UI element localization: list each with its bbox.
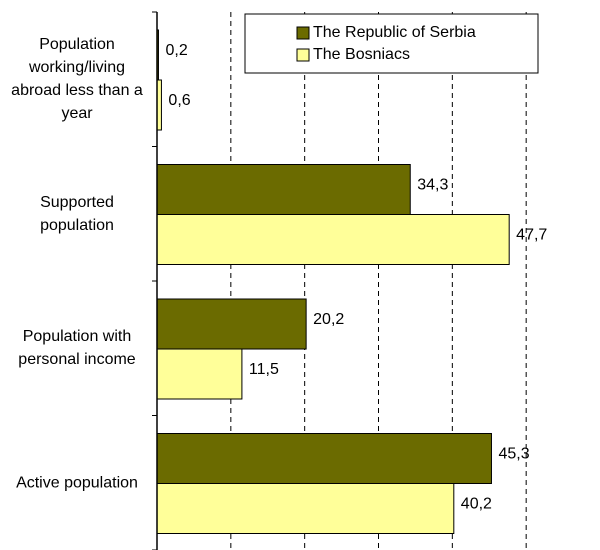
bar (156, 483, 455, 534)
legend-swatch (296, 26, 310, 40)
legend-label: The Bosniacs (313, 46, 410, 63)
value-label: 20,2 (313, 311, 344, 328)
bar (156, 298, 307, 350)
category-label: Supported population (40, 193, 114, 234)
category-label: Population with personal income (18, 328, 136, 369)
bar (156, 164, 411, 215)
legend-swatch (296, 48, 310, 62)
value-label: 34,3 (417, 177, 448, 194)
value-label: 45,3 (498, 446, 529, 463)
value-label: 0,6 (168, 92, 190, 109)
bar (156, 348, 243, 400)
category-label: Active population (16, 474, 138, 492)
legend-label: The Republic of Serbia (313, 24, 476, 41)
value-label: 11,5 (249, 361, 279, 378)
legend-box (244, 13, 539, 74)
value-label: 0,2 (165, 42, 187, 59)
category-label: Population working/living abroad less th… (11, 36, 143, 123)
bar (156, 433, 492, 484)
value-label: 40,2 (461, 496, 492, 513)
bar (156, 214, 510, 265)
value-label: 47,7 (516, 227, 547, 244)
